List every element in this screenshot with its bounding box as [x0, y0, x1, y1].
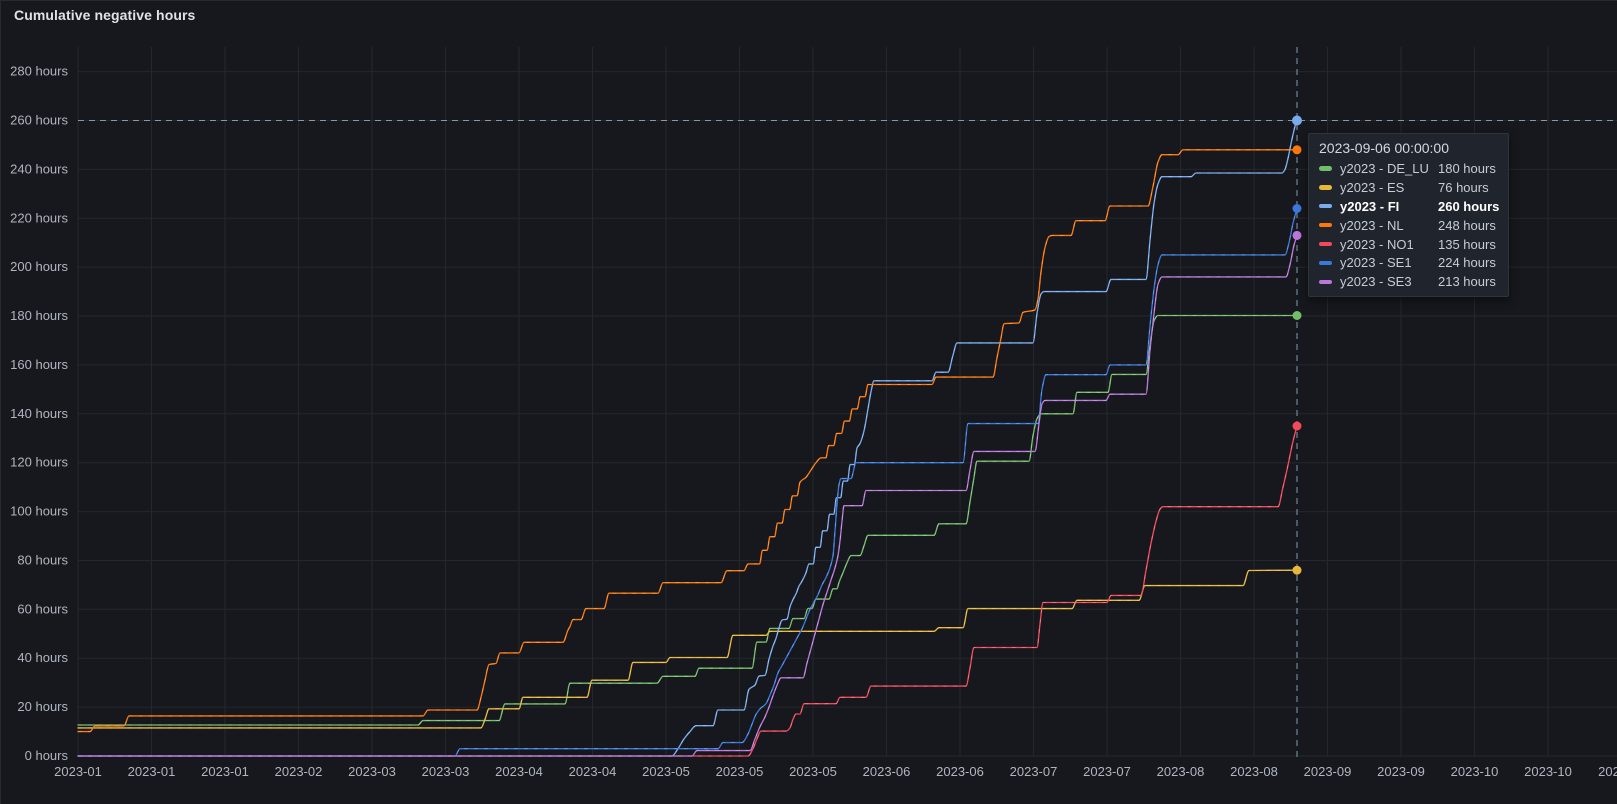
svg-text:100 hours: 100 hours — [10, 504, 68, 519]
svg-text:2023-10: 2023-10 — [1524, 764, 1572, 779]
svg-text:2023-04: 2023-04 — [569, 764, 617, 779]
svg-text:2023-10: 2023-10 — [1451, 764, 1499, 779]
svg-text:2023-11: 2023-11 — [1598, 764, 1617, 779]
svg-text:2023-02: 2023-02 — [275, 764, 323, 779]
svg-text:2023-08: 2023-08 — [1157, 764, 1205, 779]
svg-text:2023-01: 2023-01 — [201, 764, 249, 779]
svg-text:2023-05: 2023-05 — [642, 764, 690, 779]
svg-text:60 hours: 60 hours — [17, 601, 68, 616]
svg-text:0 hours: 0 hours — [25, 748, 69, 763]
svg-text:140 hours: 140 hours — [10, 406, 68, 421]
svg-text:220 hours: 220 hours — [10, 210, 68, 225]
svg-text:2023-05: 2023-05 — [789, 764, 837, 779]
svg-text:280 hours: 280 hours — [10, 64, 68, 79]
svg-text:2023-07: 2023-07 — [1010, 764, 1058, 779]
svg-text:120 hours: 120 hours — [10, 455, 68, 470]
svg-text:2023-01: 2023-01 — [128, 764, 176, 779]
svg-text:20 hours: 20 hours — [17, 699, 68, 714]
svg-text:200 hours: 200 hours — [10, 259, 68, 274]
svg-text:2023-09: 2023-09 — [1377, 764, 1425, 779]
svg-text:2023-07: 2023-07 — [1083, 764, 1131, 779]
svg-text:2023-01: 2023-01 — [54, 764, 102, 779]
svg-text:180 hours: 180 hours — [10, 308, 68, 323]
svg-text:240 hours: 240 hours — [10, 161, 68, 176]
svg-text:2023-04: 2023-04 — [495, 764, 543, 779]
svg-text:40 hours: 40 hours — [17, 650, 68, 665]
svg-text:2023-03: 2023-03 — [422, 764, 470, 779]
svg-text:2023-09: 2023-09 — [1304, 764, 1352, 779]
svg-text:80 hours: 80 hours — [17, 553, 68, 568]
svg-text:2023-03: 2023-03 — [348, 764, 396, 779]
svg-text:2023-08: 2023-08 — [1230, 764, 1278, 779]
svg-text:160 hours: 160 hours — [10, 357, 68, 372]
svg-text:2023-06: 2023-06 — [936, 764, 984, 779]
svg-text:2023-05: 2023-05 — [716, 764, 764, 779]
svg-text:2023-06: 2023-06 — [863, 764, 911, 779]
svg-text:260 hours: 260 hours — [10, 113, 68, 128]
